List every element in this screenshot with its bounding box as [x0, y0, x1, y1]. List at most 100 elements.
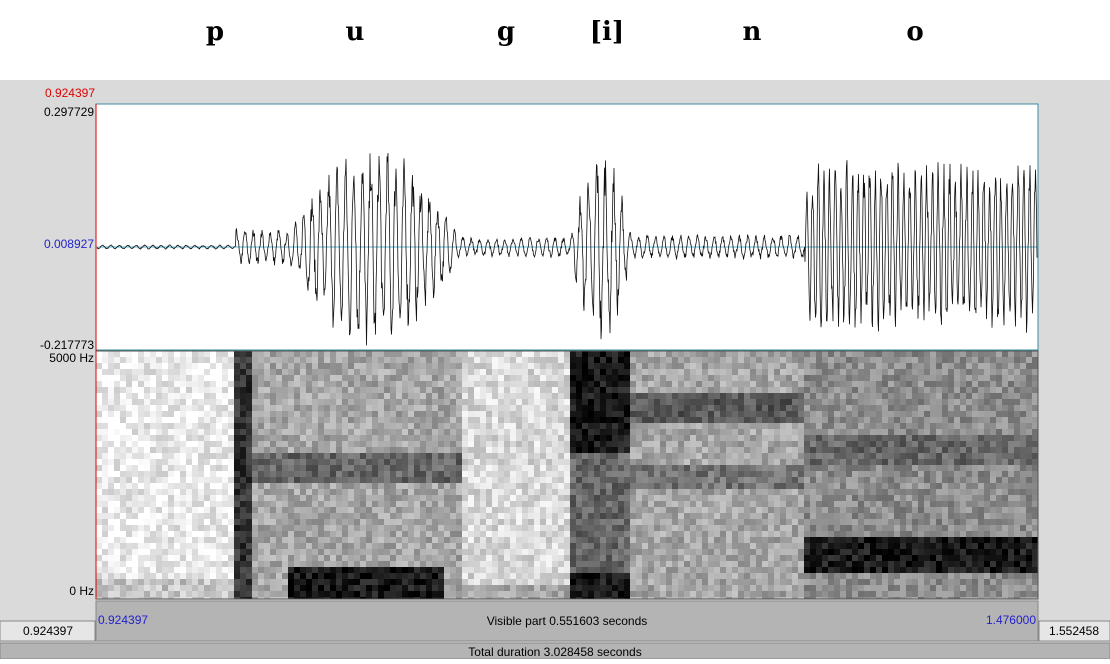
spectrogram-cell [306, 387, 312, 393]
spectrogram-cell [654, 357, 660, 363]
spectrogram-cell [330, 459, 336, 465]
spectrogram-cell [162, 375, 168, 381]
spectrogram-cell [408, 549, 414, 555]
spectrogram-cell [744, 459, 750, 465]
spectrogram-cell [468, 507, 474, 513]
spectrogram-cell [732, 489, 738, 495]
spectrogram-cell [198, 561, 204, 567]
spectrogram-cell [702, 573, 708, 579]
spectrogram-cell [798, 549, 804, 555]
spectrogram-cell [306, 579, 312, 585]
spectrogram-cell [288, 351, 294, 357]
spectrogram-cell [216, 351, 222, 357]
spectrogram-cell [204, 585, 210, 591]
spectrogram-cell [306, 375, 312, 381]
spectrogram-cell [708, 411, 714, 417]
spectrogram-cell [540, 489, 546, 495]
spectrogram-cell [750, 423, 756, 429]
spectrogram-cell [108, 381, 114, 387]
spectrogram-cell [150, 549, 156, 555]
spectrogram-cell [156, 537, 162, 543]
spectrogram-cell [240, 423, 246, 429]
spectrogram-cell [444, 447, 450, 453]
spectrogram-cell [612, 411, 618, 417]
spectrogram-cell [498, 513, 504, 519]
spectrogram-cell [450, 519, 456, 525]
spectrogram-cell [642, 453, 648, 459]
spectrogram-cell [420, 441, 426, 447]
spectrogram-cell [294, 537, 300, 543]
spectrogram-cell [282, 573, 288, 579]
spectrogram-cell [276, 423, 282, 429]
spectrogram-cell [780, 591, 786, 597]
spectrogram-cell [702, 525, 708, 531]
spectrogram-cell [456, 477, 462, 483]
spectrogram-cell [612, 591, 618, 597]
spectrogram-cell [186, 435, 192, 441]
spectrogram-cell [384, 549, 390, 555]
spectrogram-cell [672, 471, 678, 477]
spectrogram-cell [762, 453, 768, 459]
spectrogram-cell [282, 495, 288, 501]
spectrogram-cell [336, 435, 342, 441]
spectrogram-cell [108, 543, 114, 549]
spectrogram-cell [678, 459, 684, 465]
spectrogram-cell [246, 375, 252, 381]
spectrogram-cell [336, 477, 342, 483]
spectrogram-cell [558, 549, 564, 555]
spectrogram-cell [354, 465, 360, 471]
spectrogram-cell [222, 441, 228, 447]
spectrogram-cell [372, 537, 378, 543]
spectrogram-cell [246, 447, 252, 453]
spectrogram-cell [246, 591, 252, 597]
spectrogram-cell [360, 381, 366, 387]
spectrogram-cell [222, 381, 228, 387]
spectrogram-cell [360, 453, 366, 459]
spectrogram-cell [384, 507, 390, 513]
spectrogram-cell [366, 423, 372, 429]
spectrogram-cell [126, 543, 132, 549]
spectrogram-cell [276, 357, 282, 363]
spectrogram-cell [786, 543, 792, 549]
spectrogram-cell [234, 381, 240, 387]
spectrogram-cell [426, 459, 432, 465]
spectrogram-cell [396, 567, 402, 573]
spectrogram-cell [174, 489, 180, 495]
spectrogram-cell [780, 549, 786, 555]
spectrogram-cell [672, 423, 678, 429]
spectrogram-cell [138, 519, 144, 525]
spectrogram-cell [648, 453, 654, 459]
spectrogram-cell [750, 579, 756, 585]
spectrogram-cell [624, 435, 630, 441]
spectrogram-cell [282, 465, 288, 471]
spectrogram-cell [198, 507, 204, 513]
spectrogram-cell [102, 387, 108, 393]
spectrogram-cell [354, 399, 360, 405]
spectrogram-cell [390, 381, 396, 387]
spectrogram-cell [318, 495, 324, 501]
spectrogram-cell [570, 417, 576, 423]
spectrogram-cell [324, 429, 330, 435]
spectrogram-cell [642, 471, 648, 477]
spectrogram-cell [732, 531, 738, 537]
spectrogram-cell [324, 549, 330, 555]
spectrogram-cell [516, 585, 522, 591]
spectrogram-cell [366, 447, 372, 453]
spectrogram-cell [576, 453, 582, 459]
spectrogram-cell [426, 435, 432, 441]
spectrogram-cell [588, 495, 594, 501]
spectrogram-cell [630, 351, 636, 357]
spectrogram-cell [132, 585, 138, 591]
spectrogram-cell [762, 585, 768, 591]
spectrogram-cell [762, 537, 768, 543]
spectrogram-cell [300, 387, 306, 393]
spectrogram-cell [354, 531, 360, 537]
spectrogram-cell [210, 507, 216, 513]
spectrogram-cell [402, 591, 408, 597]
spectrogram-cell [126, 513, 132, 519]
spectrogram-cell [642, 405, 648, 411]
spectrogram-cell [618, 489, 624, 495]
spectrogram-cell [696, 561, 702, 567]
spectrogram-cell [684, 453, 690, 459]
spectrogram-cell [630, 537, 636, 543]
